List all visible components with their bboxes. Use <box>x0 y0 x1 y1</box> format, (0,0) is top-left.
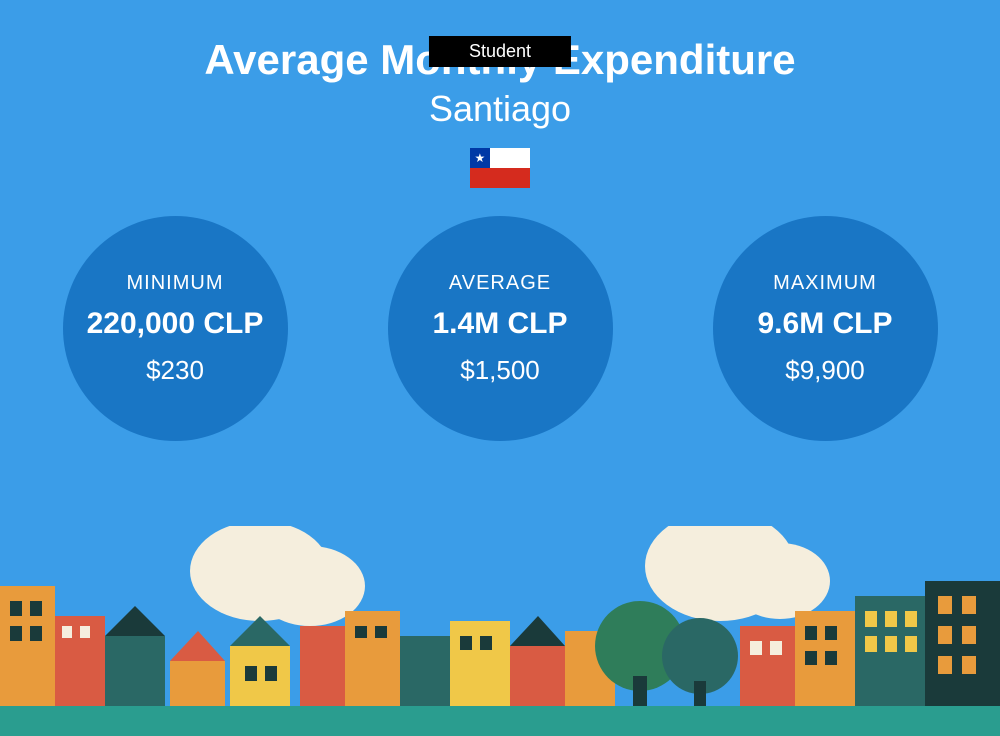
stat-maximum: MAXIMUM 9.6M CLP $9,900 <box>713 216 938 441</box>
stat-label: MAXIMUM <box>773 272 877 295</box>
flag-red-stripe <box>470 168 530 188</box>
stats-row: MINIMUM 220,000 CLP $230 AVERAGE 1.4M CL… <box>0 216 1000 441</box>
flag-white-stripe <box>490 148 530 168</box>
stat-main-value: 220,000 CLP <box>87 307 264 341</box>
stat-sub-value: $230 <box>146 355 204 386</box>
cityscape-illustration <box>0 526 1000 736</box>
stat-main-value: 9.6M CLP <box>757 307 892 341</box>
city-subtitle: Santiago <box>0 88 1000 130</box>
stat-label: MINIMUM <box>127 272 224 295</box>
flag-star: ★ <box>470 148 490 168</box>
stat-sub-value: $1,500 <box>460 355 540 386</box>
stat-minimum: MINIMUM 220,000 CLP $230 <box>63 216 288 441</box>
country-flag: ★ <box>470 148 530 188</box>
category-badge: Student <box>429 36 571 67</box>
stat-average: AVERAGE 1.4M CLP $1,500 <box>388 216 613 441</box>
stat-main-value: 1.4M CLP <box>432 307 567 341</box>
stat-sub-value: $9,900 <box>785 355 865 386</box>
stat-label: AVERAGE <box>449 272 551 295</box>
